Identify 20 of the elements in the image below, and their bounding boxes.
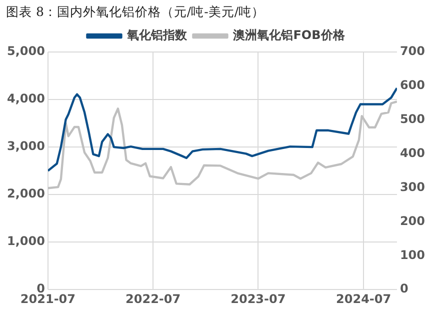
x-tick-label: 2022-07 [126, 292, 181, 306]
y-tick-label: 5,000 [6, 44, 45, 58]
x-tick-label: 2021-07 [20, 292, 76, 306]
y-tick-label: 2,000 [6, 186, 45, 201]
legend-label: 澳洲氧化铝FOB价格 [232, 28, 346, 42]
y2-tick-label: 100 [400, 248, 426, 262]
y2-tick-label: 400 [400, 146, 426, 160]
y-tick-label: 1,000 [6, 234, 45, 248]
y2-tick-label: 700 [400, 44, 426, 58]
y2-tick-label: 300 [400, 180, 426, 194]
y2-tick-label: 500 [400, 112, 426, 126]
y2-tick-label: 200 [400, 214, 426, 228]
x-tick-label: 2024-07 [336, 292, 392, 306]
legend-label: 氧化铝指数 [126, 28, 188, 42]
y-tick-label: 4,000 [6, 92, 45, 106]
chart-title: 图表 8：国内外氧化铝价格（元/吨-美元/吨） [6, 4, 265, 21]
y2-tick-label: 600 [400, 78, 426, 92]
y2-tick-label: 0 [400, 282, 408, 296]
y-tick-label: 3,000 [6, 139, 45, 154]
x-tick-label: 2023-07 [230, 292, 286, 306]
